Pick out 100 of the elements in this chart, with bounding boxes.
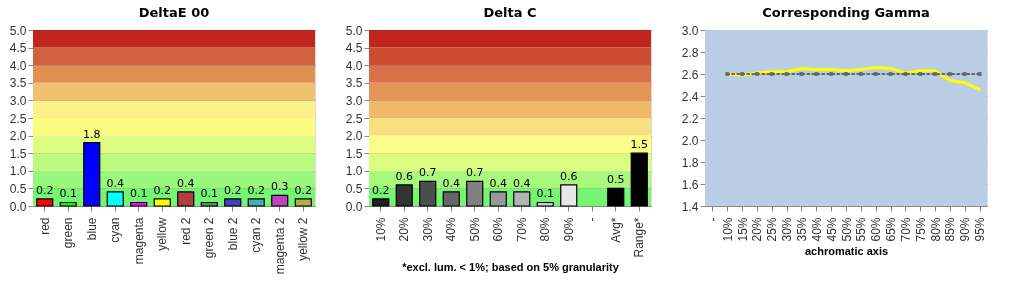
x-tick-label: 40% (444, 217, 459, 242)
x-tick-label: 70% (898, 217, 913, 242)
bar (607, 187, 625, 207)
bar (200, 201, 218, 207)
y-tick-label: 3.0 (9, 93, 27, 108)
bar (560, 184, 578, 207)
y-tick-label: 4.0 (9, 58, 27, 73)
y-tick-label: 1.6 (681, 177, 699, 192)
y-tick-label: 3.5 (345, 76, 363, 91)
bar (419, 180, 437, 207)
bar (177, 191, 195, 207)
y-tick-label: 2.6 (681, 67, 699, 82)
x-tick-label: yellow (155, 217, 170, 251)
data-label: 0.6 (560, 169, 578, 183)
y-tick-label: 1.0 (345, 164, 363, 179)
x-tick-label: 15% (735, 217, 750, 242)
y-tick-label: 4.5 (345, 41, 363, 56)
y-tick-label: 0.5 (345, 181, 363, 196)
y-tick-label: 2.5 (345, 111, 363, 126)
data-label: 0.2 (294, 183, 312, 197)
bar (442, 191, 460, 207)
y-tick-label: 3.0 (681, 23, 699, 38)
x-tick-label: 60% (869, 217, 884, 242)
x-tick-label: Avg* (608, 217, 623, 243)
y-tick-label: 5.0 (345, 23, 363, 38)
x-tick-label: 35% (794, 217, 809, 242)
x-tick-label: yellow 2 (296, 217, 311, 261)
data-label: 0.1 (200, 187, 218, 201)
bar (630, 152, 648, 207)
y-tick-label: 1.8 (681, 155, 699, 170)
bar (59, 201, 77, 207)
bar (153, 198, 171, 207)
bar (294, 198, 312, 207)
data-label: 0.7 (419, 166, 437, 180)
data-label: 0.4 (442, 176, 460, 190)
bar (271, 194, 289, 207)
x-tick-label: 25% (765, 217, 780, 242)
x-tick-label: 60% (491, 217, 506, 242)
x-tick-label: 20% (397, 217, 412, 242)
data-label: 0.5 (607, 173, 625, 187)
bar (224, 198, 242, 207)
x-tick-label: 20% (750, 217, 765, 242)
x-tick-label: cyan (108, 217, 123, 243)
x-tick-label: green (61, 217, 76, 249)
chart-title: DeltaE 00 (138, 5, 210, 20)
y-tick-label: 2.0 (9, 129, 27, 144)
y-tick-label: 1.5 (9, 146, 27, 161)
data-label: 0.1 (130, 187, 148, 201)
x-tick-label: Range* (632, 217, 647, 258)
data-label: 0.6 (395, 169, 413, 183)
x-tick-label: cyan 2 (249, 217, 264, 253)
bar (372, 198, 390, 207)
data-label: 0.4 (106, 176, 124, 190)
data-label: 1.8 (83, 127, 101, 141)
data-label: 0.2 (247, 183, 265, 197)
data-label: 0.4 (489, 176, 507, 190)
x-tick-label: - (585, 217, 600, 222)
x-tick-label: 70% (514, 217, 529, 242)
x-tick-label: - (705, 217, 720, 222)
bar (489, 191, 507, 207)
x-tick-label: 10% (373, 217, 388, 242)
y-tick-label: 2.2 (681, 111, 699, 126)
bar (247, 198, 265, 207)
y-tick-label: 2.0 (681, 133, 699, 148)
x-tick-label: 75% (913, 217, 928, 242)
y-tick-label: 1.0 (9, 164, 27, 179)
bar (36, 198, 54, 207)
data-label: 0.2 (224, 183, 242, 197)
y-tick-label: 4.5 (9, 41, 27, 56)
x-tick-label: 45% (824, 217, 839, 242)
x-tick-label: 50% (839, 217, 854, 242)
bar (536, 201, 554, 207)
x-tick-label: 95% (973, 217, 988, 242)
text: *excl. lum. < 1%; based on 5% granularity (402, 260, 620, 273)
x-tick-label: red 2 (178, 217, 193, 245)
x-tick-label: 55% (854, 217, 869, 242)
data-label: 0.2 (372, 183, 390, 197)
x-tick-label: 30% (420, 217, 435, 242)
bar (83, 142, 101, 207)
chart-title: Delta C (483, 5, 537, 20)
x-tick-label: blue (84, 217, 99, 241)
y-tick-label: 0.0 (345, 199, 363, 214)
data-label: 0.4 (513, 176, 531, 190)
data-label: 0.3 (271, 180, 289, 194)
y-tick-label: 0.5 (9, 181, 27, 196)
y-tick-label: 3.0 (345, 93, 363, 108)
x-axis-title: achromatic axis (804, 244, 889, 257)
x-tick-label: 50% (467, 217, 482, 242)
x-tick-label: green 2 (202, 217, 217, 259)
y-tick-label: 2.5 (9, 111, 27, 126)
bar (130, 201, 148, 207)
data-label: 0.2 (153, 183, 171, 197)
x-tick-label: 65% (884, 217, 899, 242)
x-tick-label: 40% (809, 217, 824, 242)
x-tick-label: 90% (958, 217, 973, 242)
bar (106, 191, 124, 207)
y-tick-label: 2.0 (345, 129, 363, 144)
x-tick-label: magenta 2 (272, 217, 287, 275)
bar (395, 184, 413, 207)
x-tick-label: 30% (780, 217, 795, 242)
